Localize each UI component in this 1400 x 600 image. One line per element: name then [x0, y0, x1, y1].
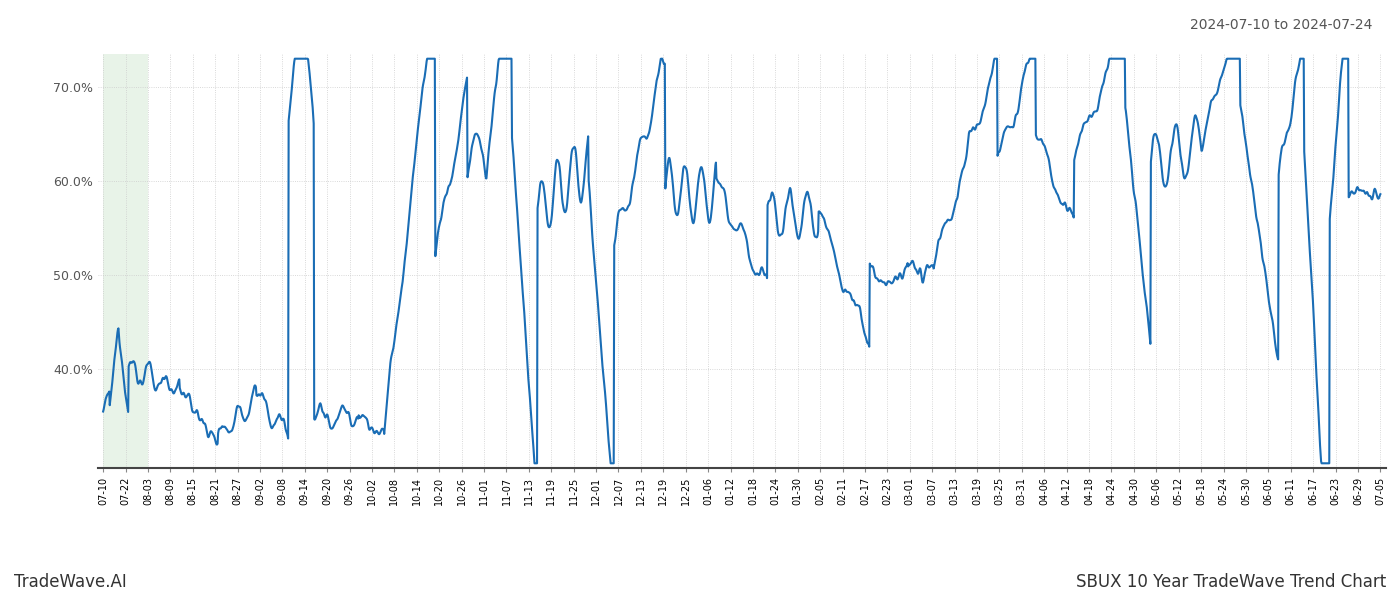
Bar	[104, 54, 148, 468]
Text: TradeWave.AI: TradeWave.AI	[14, 573, 127, 591]
Text: SBUX 10 Year TradeWave Trend Chart: SBUX 10 Year TradeWave Trend Chart	[1075, 573, 1386, 591]
Text: 2024-07-10 to 2024-07-24: 2024-07-10 to 2024-07-24	[1190, 18, 1372, 32]
